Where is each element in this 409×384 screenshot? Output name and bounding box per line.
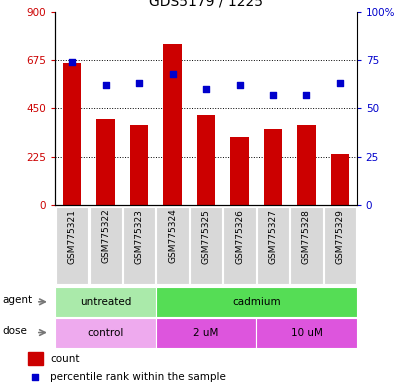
Text: count: count (50, 354, 79, 364)
Text: 10 uM: 10 uM (290, 328, 321, 338)
Text: GSM775322: GSM775322 (101, 209, 110, 263)
Bar (155, 318, 256, 348)
Bar (256, 207, 288, 285)
Bar (256, 318, 356, 348)
Bar (290, 207, 322, 285)
Point (302, 92, 309, 98)
Bar (55, 318, 155, 348)
Text: GSM775324: GSM775324 (168, 209, 177, 263)
Bar (189, 207, 222, 285)
Point (169, 71, 175, 77)
Bar (196, 115, 215, 205)
Bar (96, 119, 115, 205)
Bar (223, 207, 255, 285)
Bar (156, 207, 188, 285)
Bar (155, 287, 356, 317)
Bar (55, 287, 155, 317)
Bar (230, 137, 248, 205)
Point (32, 374, 38, 380)
Point (69, 59, 75, 65)
Text: GSM775329: GSM775329 (335, 209, 344, 263)
Bar (130, 125, 148, 205)
Bar (56, 207, 88, 285)
Text: cadmium: cadmium (231, 297, 280, 307)
Bar (330, 154, 348, 205)
Text: 2 uM: 2 uM (193, 328, 218, 338)
Bar (323, 207, 355, 285)
Text: dose: dose (3, 326, 27, 336)
Text: percentile rank within the sample: percentile rank within the sample (50, 372, 225, 382)
Bar (263, 129, 281, 205)
Bar (163, 44, 181, 205)
Point (135, 80, 142, 86)
Bar (63, 63, 81, 205)
Point (269, 92, 276, 98)
Title: GDS5179 / 1225: GDS5179 / 1225 (148, 0, 263, 9)
Text: GSM775325: GSM775325 (201, 209, 210, 263)
Text: untreated: untreated (80, 297, 131, 307)
Text: control: control (87, 328, 124, 338)
Bar (123, 207, 155, 285)
Point (236, 82, 242, 88)
Bar (297, 125, 315, 205)
Text: GSM775323: GSM775323 (134, 209, 143, 263)
Point (202, 86, 209, 92)
Text: agent: agent (3, 295, 33, 305)
Text: GSM775326: GSM775326 (234, 209, 243, 263)
Bar (28, 352, 43, 365)
Point (102, 82, 109, 88)
Point (336, 80, 342, 86)
Text: GSM775321: GSM775321 (67, 209, 76, 263)
Text: GSM775328: GSM775328 (301, 209, 310, 263)
Bar (89, 207, 121, 285)
Text: GSM775327: GSM775327 (268, 209, 277, 263)
